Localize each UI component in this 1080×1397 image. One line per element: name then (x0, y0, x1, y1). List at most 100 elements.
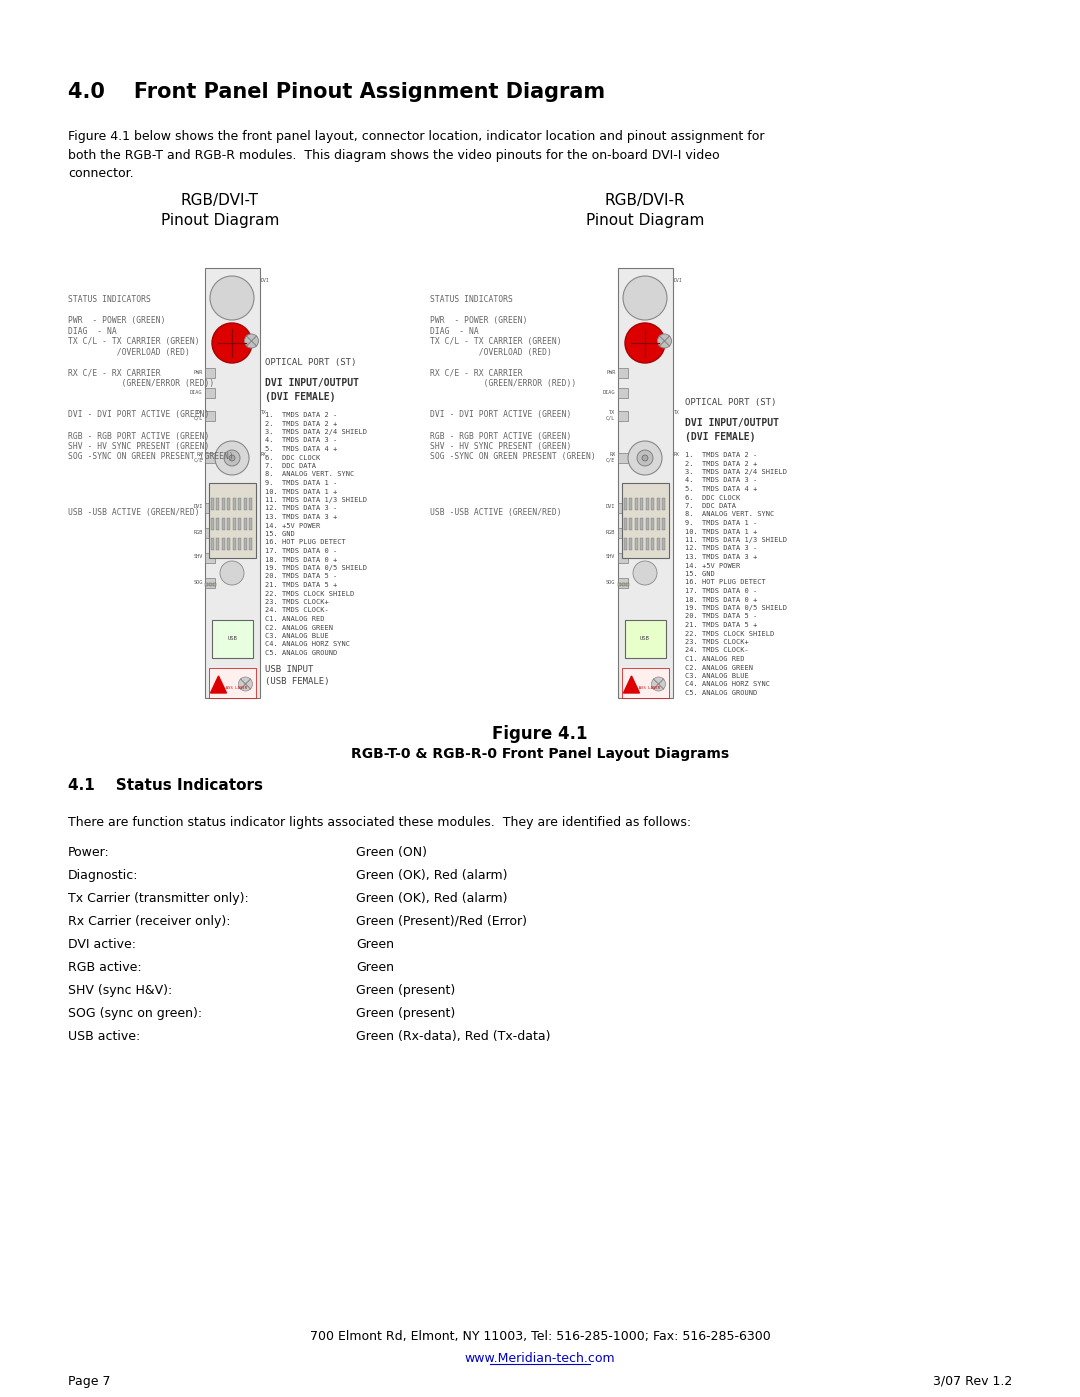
Circle shape (215, 441, 249, 475)
Bar (618, 578, 627, 588)
Text: TX C/L - TX CARRIER (GREEN): TX C/L - TX CARRIER (GREEN) (430, 337, 562, 346)
Text: Green (ON): Green (ON) (356, 847, 427, 859)
Text: RX: RX (260, 453, 267, 457)
Circle shape (642, 455, 648, 461)
Text: Green: Green (356, 961, 394, 974)
Text: 13. TMDS DATA 3 +: 13. TMDS DATA 3 + (265, 514, 337, 520)
Bar (618, 367, 627, 379)
Bar (635, 497, 637, 510)
Bar (238, 538, 241, 550)
Bar (238, 497, 241, 510)
Text: 7.  DDC DATA: 7. DDC DATA (265, 462, 316, 469)
Text: RGB/DVI-R
Pinout Diagram: RGB/DVI-R Pinout Diagram (585, 193, 704, 228)
Text: SHV - HV SYNC PRESENT (GREEN): SHV - HV SYNC PRESENT (GREEN) (68, 441, 210, 451)
Bar (625, 583, 629, 585)
Bar (629, 518, 632, 529)
Bar (227, 497, 230, 510)
Text: C2. ANALOG GREEN: C2. ANALOG GREEN (265, 624, 333, 630)
Text: Green (present): Green (present) (356, 983, 456, 997)
Text: 11. TMDS DATA 1/3 SHIELD: 11. TMDS DATA 1/3 SHIELD (265, 497, 367, 503)
Bar (651, 538, 654, 550)
Bar (212, 620, 253, 658)
Text: 18. TMDS DATA 0 +: 18. TMDS DATA 0 + (265, 556, 337, 563)
Text: 22. TMDS CLOCK SHIELD: 22. TMDS CLOCK SHIELD (685, 630, 774, 637)
Text: 16. HOT PLUG DETECT: 16. HOT PLUG DETECT (685, 580, 766, 585)
Circle shape (220, 562, 244, 585)
Text: 17. TMDS DATA 0 -: 17. TMDS DATA 0 - (685, 588, 757, 594)
Bar (618, 528, 627, 538)
Text: DVI INPUT/OUTPUT: DVI INPUT/OUTPUT (265, 379, 359, 388)
Text: CLASS LASER: CLASS LASER (634, 686, 660, 690)
Text: SHV - HV SYNC PRESENT (GREEN): SHV - HV SYNC PRESENT (GREEN) (430, 441, 571, 451)
Text: 19. TMDS DATA 0/5 SHIELD: 19. TMDS DATA 0/5 SHIELD (265, 564, 367, 571)
Text: SOG: SOG (606, 580, 616, 584)
Bar (227, 538, 230, 550)
Bar (629, 497, 632, 510)
Bar (623, 518, 626, 529)
Bar (640, 518, 643, 529)
Bar (618, 388, 627, 398)
Text: DVI active:: DVI active: (68, 937, 136, 951)
Text: 3.  TMDS DATA 2/4 SHIELD: 3. TMDS DATA 2/4 SHIELD (265, 429, 367, 434)
Bar (216, 497, 219, 510)
Text: Page 7: Page 7 (68, 1375, 110, 1389)
Text: C4. ANALOG HORZ SYNC: C4. ANALOG HORZ SYNC (265, 641, 350, 647)
Bar (249, 538, 252, 550)
Text: 20. TMDS DATA 5 -: 20. TMDS DATA 5 - (685, 613, 757, 619)
Text: 23. TMDS CLOCK+: 23. TMDS CLOCK+ (265, 599, 328, 605)
Text: Green (Present)/Red (Error): Green (Present)/Red (Error) (356, 915, 527, 928)
Circle shape (212, 323, 252, 363)
Text: DVI - DVI PORT ACTIVE (GREEN): DVI - DVI PORT ACTIVE (GREEN) (430, 411, 571, 419)
Text: RX C/E - RX CARRIER: RX C/E - RX CARRIER (68, 369, 161, 377)
Text: RGB - RGB PORT ACTIVE (GREEN): RGB - RGB PORT ACTIVE (GREEN) (68, 432, 210, 440)
Bar (216, 538, 219, 550)
Text: 14. +5V POWER: 14. +5V POWER (685, 563, 740, 569)
Circle shape (244, 334, 258, 348)
Text: 20. TMDS DATA 5 -: 20. TMDS DATA 5 - (265, 574, 337, 580)
Text: Green (OK), Red (alarm): Green (OK), Red (alarm) (356, 893, 508, 905)
Text: STATUS INDICATORS: STATUS INDICATORS (430, 295, 513, 305)
Text: USB -USB ACTIVE (GREEN/RED): USB -USB ACTIVE (GREEN/RED) (430, 509, 562, 517)
Bar (211, 538, 214, 550)
Bar (651, 497, 654, 510)
Text: RX: RX (674, 453, 679, 457)
Bar (249, 497, 252, 510)
Text: USB active:: USB active: (68, 1030, 140, 1044)
Bar (618, 553, 627, 563)
Text: PWR: PWR (193, 369, 203, 374)
Text: DIAG  - NA: DIAG - NA (430, 327, 478, 335)
Text: (USB FEMALE): (USB FEMALE) (265, 678, 329, 686)
Text: 17. TMDS DATA 0 -: 17. TMDS DATA 0 - (265, 548, 337, 555)
Text: 6.  DDC CLOCK: 6. DDC CLOCK (265, 454, 321, 461)
Text: PWR: PWR (606, 369, 616, 374)
Text: 24. TMDS CLOCK-: 24. TMDS CLOCK- (685, 647, 748, 654)
Text: (DVI FEMALE): (DVI FEMALE) (265, 393, 336, 402)
Text: DVI: DVI (260, 278, 269, 284)
Text: 4.  TMDS DATA 3 -: 4. TMDS DATA 3 - (265, 437, 337, 443)
Polygon shape (623, 676, 639, 693)
Bar (651, 518, 654, 529)
Text: SHV: SHV (193, 555, 203, 560)
Text: C5. ANALOG GROUND: C5. ANALOG GROUND (685, 690, 757, 696)
Bar (211, 518, 214, 529)
Text: 10. TMDS DATA 1 +: 10. TMDS DATA 1 + (265, 489, 337, 495)
Text: 4.  TMDS DATA 3 -: 4. TMDS DATA 3 - (685, 478, 757, 483)
Text: 21. TMDS DATA 5 +: 21. TMDS DATA 5 + (685, 622, 757, 629)
Text: DIAG: DIAG (603, 390, 616, 394)
Bar (618, 503, 627, 513)
Text: SHV: SHV (606, 555, 616, 560)
Text: Tx Carrier (transmitter only):: Tx Carrier (transmitter only): (68, 893, 248, 905)
Bar (635, 538, 637, 550)
Text: CLASS LASER: CLASS LASER (221, 686, 247, 690)
Bar (618, 411, 627, 420)
Bar (621, 668, 669, 698)
Text: 21. TMDS DATA 5 +: 21. TMDS DATA 5 + (265, 583, 337, 588)
Text: RX C/E - RX CARRIER: RX C/E - RX CARRIER (430, 369, 523, 377)
Bar (621, 583, 624, 585)
Text: USB -USB ACTIVE (GREEN/RED): USB -USB ACTIVE (GREEN/RED) (68, 509, 200, 517)
Text: USB: USB (227, 637, 237, 641)
Text: 11. TMDS DATA 1/3 SHIELD: 11. TMDS DATA 1/3 SHIELD (685, 536, 787, 543)
Bar (204, 453, 215, 462)
Circle shape (651, 678, 665, 692)
Text: TX: TX (674, 411, 679, 415)
